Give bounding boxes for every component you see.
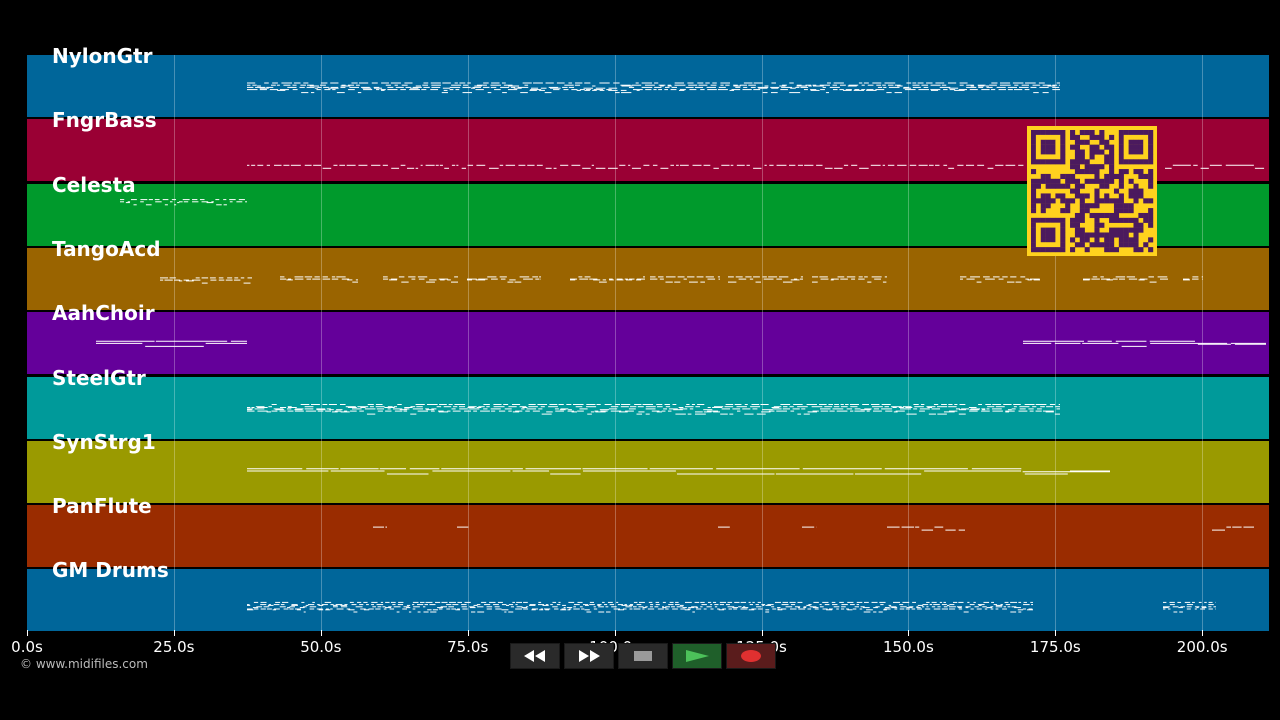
tick-mark xyxy=(320,630,322,636)
track-name: GM Drums xyxy=(52,558,169,583)
track-name: SteelGtr xyxy=(52,365,146,390)
tick-label: 75.0s xyxy=(447,638,489,656)
grid-line xyxy=(1202,55,1204,630)
grid-line xyxy=(467,55,469,630)
qr-code-image xyxy=(1027,126,1157,256)
rewind-icon xyxy=(524,650,545,662)
track-name: SynStrg1 xyxy=(52,429,156,454)
tick-label: 50.0s xyxy=(300,638,342,656)
rewind-button[interactable] xyxy=(510,643,560,669)
tick-mark xyxy=(1202,630,1204,636)
track-name: Celesta xyxy=(52,172,136,197)
tick-mark xyxy=(614,630,616,636)
tick-label: 25.0s xyxy=(153,638,195,656)
track-name: TangoAcd xyxy=(52,236,161,261)
track-lane: NylonGtr xyxy=(27,44,1269,117)
tick-label: 175.0s xyxy=(1029,638,1081,656)
grid-line xyxy=(908,55,910,630)
tick-mark xyxy=(27,630,28,636)
copyright-text: © www.midifiles.com xyxy=(20,657,148,671)
tick-mark xyxy=(761,630,763,636)
stop-icon xyxy=(634,651,652,661)
grid-line xyxy=(1055,55,1057,630)
tick-mark xyxy=(1055,630,1057,636)
track-lane: GM Drums xyxy=(27,558,1269,632)
track-name: FngrBass xyxy=(52,108,157,133)
fast-forward-icon xyxy=(579,650,600,662)
track-name: PanFlute xyxy=(52,494,152,519)
playback-controls xyxy=(510,643,776,669)
play-button[interactable] xyxy=(672,643,722,669)
record-icon xyxy=(741,650,761,662)
tick-mark xyxy=(908,630,910,636)
tick-mark xyxy=(173,630,175,636)
play-icon xyxy=(686,650,709,662)
tick-mark xyxy=(467,630,469,636)
tick-label: 200.0s xyxy=(1176,638,1228,656)
stop-button[interactable] xyxy=(618,643,668,669)
tick-label: 0.0s xyxy=(11,638,43,656)
grid-line xyxy=(761,55,763,630)
qr-code-graphic xyxy=(1027,126,1157,256)
track-lane: SteelGtr xyxy=(27,366,1269,439)
track-name: AahChoir xyxy=(52,301,155,326)
fast-forward-button[interactable] xyxy=(564,643,614,669)
tick-label: 150.0s xyxy=(883,638,934,656)
grid-line xyxy=(320,55,322,630)
track-name: NylonGtr xyxy=(52,44,153,68)
grid-line xyxy=(173,55,175,630)
track-lane: TangoAcd xyxy=(27,237,1269,310)
record-button[interactable] xyxy=(726,643,776,669)
track-lane: PanFlute xyxy=(27,494,1269,568)
grid-line xyxy=(614,55,616,630)
